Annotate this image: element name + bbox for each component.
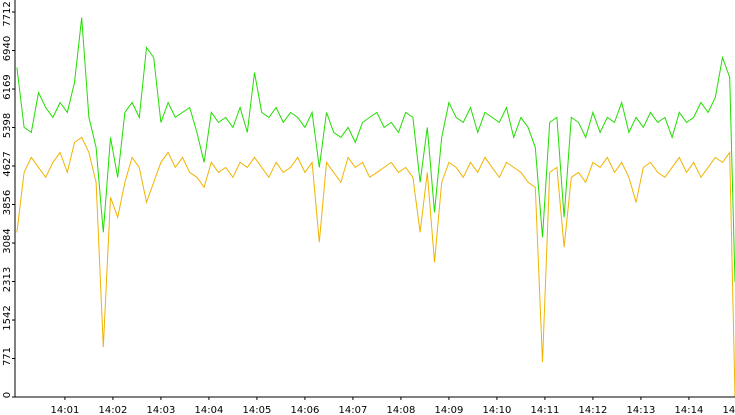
x-tick-label: 14:03 [147,405,176,415]
x-tick-label: 14:14 [675,405,704,415]
y-tick-label: 3084 [2,228,13,253]
y-tick-label: 771 [2,347,13,366]
x-tick-label: 14:02 [99,405,128,415]
x-tick-label: 14:10 [483,405,512,415]
series-line [16,17,735,283]
y-tick-label: 0 [2,392,13,398]
x-tick-label: 14:11 [531,405,560,415]
x-tick-label: 14:13 [627,405,656,415]
y-tick-label: 1542 [2,305,13,330]
series-line [16,136,735,398]
y-tick-label: 4627 [2,151,13,176]
x-tick-label: 14:12 [579,405,608,415]
x-tick-label: 14:05 [243,405,272,415]
x-tick-label: 14:08 [387,405,416,415]
x-tick-label: 14:06 [291,405,320,415]
y-tick-label: 6940 [2,36,13,61]
x-tick-label: 14:04 [195,405,224,415]
y-tick-label: 2313 [2,267,13,292]
y-tick-label: 5398 [2,113,13,138]
y-tick-label: 6169 [2,74,13,99]
y-tick-label: 3856 [2,190,13,215]
x-tick-label: 14:07 [339,405,368,415]
x-tick-label: 14:09 [435,405,464,415]
x-tick-label: 14:01 [51,405,80,415]
y-tick-label: 7712 [2,1,13,26]
x-tick-label: 14:15 [723,405,735,415]
